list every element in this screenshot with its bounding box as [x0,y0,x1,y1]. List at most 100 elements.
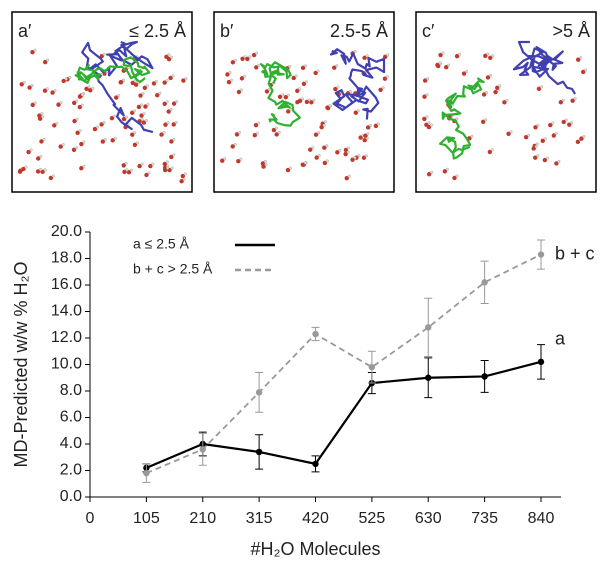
water-h [228,70,232,74]
water-h [125,115,129,119]
water-h [255,51,259,55]
water-h [346,146,350,150]
water-o [344,175,349,181]
water-h [46,87,50,91]
water-h [385,75,389,79]
water-o [162,101,167,106]
water-o [481,92,487,97]
water-h [133,109,137,113]
water-h [536,123,540,127]
polymer-chain [329,48,386,120]
water-h [154,79,158,83]
water-o [226,79,232,85]
water-o [576,57,581,62]
data-point [312,330,319,338]
water-o [121,163,126,168]
water-h [39,154,43,158]
water-h [425,115,429,119]
water-h [353,50,357,54]
water-h [536,154,540,158]
water-h [264,163,268,167]
water-h [490,148,494,152]
water-h [59,101,63,105]
water-o [363,133,368,138]
water-o [353,110,359,115]
water-h [51,174,55,178]
polymer-chain [260,61,301,127]
data-point [255,389,263,396]
water-h [113,136,117,140]
x-tick-label: 525 [359,510,386,527]
water-h [142,112,146,116]
legend-label: b + c > 2.5 Å [133,261,213,277]
water-h [166,166,170,170]
water-h [55,121,59,125]
water-h [455,174,459,178]
water-h [458,52,462,56]
water-h [82,140,86,144]
water-o [422,78,428,83]
polymer-chain [512,40,577,95]
data-point [143,469,150,477]
water-h [133,131,137,135]
water-h [30,84,34,88]
data-point [199,446,206,453]
water-h [465,70,469,74]
water-h [485,90,489,94]
water-o [291,75,296,81]
water-h [80,103,84,107]
water-o [137,163,142,169]
water-h [579,56,583,60]
water-o [548,122,553,128]
data-point [425,374,432,381]
water-h [427,121,431,125]
water-o [50,90,55,95]
water-h [243,55,247,59]
water-h [172,153,176,157]
polymer-chain [74,56,151,85]
water-h [527,133,531,137]
water-h [112,114,116,118]
water-h [257,121,261,125]
water-h [29,148,33,152]
water-h [167,53,171,57]
y-tick-label: 12.0 [51,329,82,346]
y-tick-label: 4.0 [60,435,82,452]
water-h [438,61,442,65]
water-h [335,64,339,68]
water-h [338,148,342,152]
water-o [274,132,279,137]
water-o [36,156,41,161]
water-h [445,167,449,171]
water-h [323,120,327,124]
water-h [103,138,107,142]
water-h [584,68,588,72]
water-h [381,86,385,90]
water-o [133,82,139,87]
panel-range: >5 Å [552,21,590,41]
water-h [135,141,139,145]
data-point [537,251,545,258]
water-h [470,134,474,138]
water-o [251,52,257,58]
water-h [281,93,285,97]
water-h [534,144,538,148]
water-o [84,86,89,92]
series-line [146,253,542,474]
water-o [72,118,77,124]
water-o [40,169,45,175]
panel-range: ≤ 2.5 Å [129,21,186,41]
water-o [35,169,41,174]
water-h [294,74,298,78]
water-o [109,115,115,121]
water-h [170,55,174,59]
water-o [151,81,157,86]
water-o [297,98,303,104]
water-o [319,124,324,130]
water-o [533,155,538,160]
data-point [481,279,488,286]
water-o [77,94,83,99]
water-h [311,146,315,150]
water-h [174,120,178,124]
water-h [229,78,233,82]
